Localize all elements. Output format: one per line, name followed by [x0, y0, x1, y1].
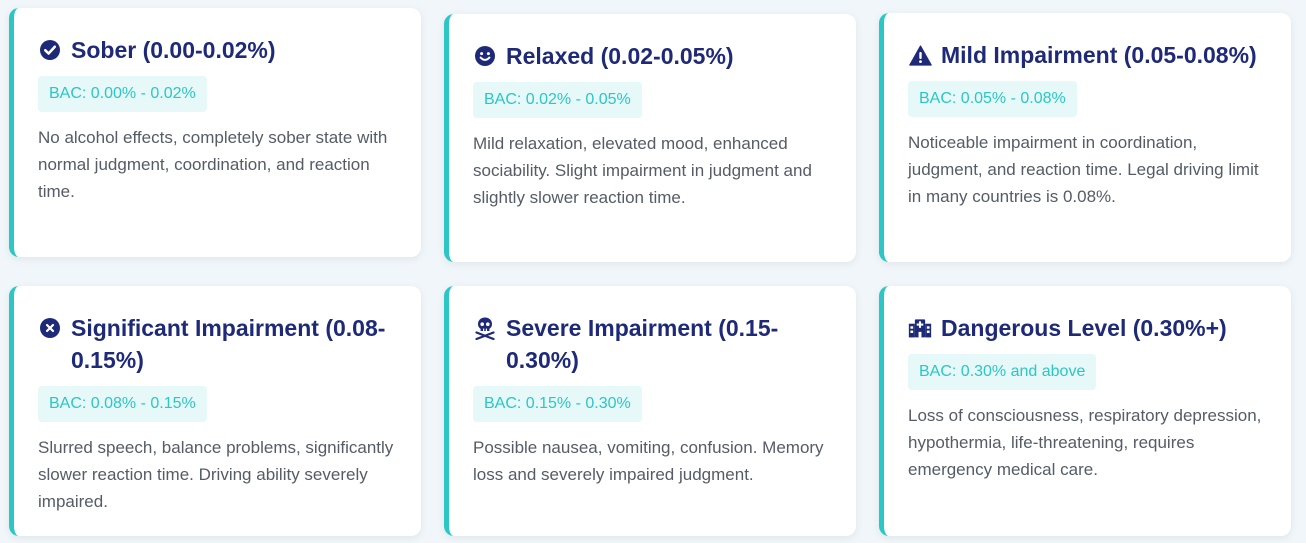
card-description: Mild relaxation, elevated mood, enhanced… — [473, 134, 812, 207]
card-title: Sober (0.00-0.02%) — [38, 34, 401, 66]
smile-icon — [473, 40, 497, 72]
card-title-text: Dangerous Level (0.30%+) — [941, 315, 1227, 341]
card-description: Noticeable impairment in coordination, j… — [908, 133, 1259, 206]
bac-level-card-significant-impairment: Significant Impairment (0.08-0.15%) BAC:… — [9, 286, 421, 536]
card-description: Possible nausea, vomiting, confusion. Me… — [473, 438, 824, 484]
bac-range-badge: BAC: 0.05% - 0.08% — [908, 81, 1077, 117]
bac-range-badge: BAC: 0.00% - 0.02% — [38, 76, 207, 112]
card-title: Mild Impairment (0.05-0.08%) — [908, 39, 1271, 71]
card-title: Relaxed (0.02-0.05%) — [473, 40, 836, 72]
card-title: Significant Impairment (0.08-0.15%) — [38, 312, 401, 376]
card-title-text: Relaxed (0.02-0.05%) — [506, 43, 734, 69]
skull-crossbones-icon — [473, 312, 497, 344]
check-circle-icon — [38, 34, 62, 66]
card-title-text: Mild Impairment (0.05-0.08%) — [941, 42, 1257, 68]
card-title-text: Significant Impairment (0.08-0.15%) — [71, 315, 386, 373]
bac-level-card-sober: Sober (0.00-0.02%) BAC: 0.00% - 0.02% No… — [9, 8, 421, 257]
x-circle-icon — [38, 312, 62, 344]
card-title-text: Sober (0.00-0.02%) — [71, 37, 276, 63]
bac-range-badge: BAC: 0.02% - 0.05% — [473, 82, 642, 118]
card-description: No alcohol effects, completely sober sta… — [38, 128, 388, 201]
card-description: Loss of consciousness, respiratory depre… — [908, 406, 1262, 479]
card-description: Slurred speech, balance problems, signif… — [38, 438, 394, 511]
bac-level-card-mild-impairment: Mild Impairment (0.05-0.08%) BAC: 0.05% … — [879, 13, 1291, 262]
bac-level-card-dangerous-level: Dangerous Level (0.30%+) BAC: 0.30% and … — [879, 286, 1291, 536]
hospital-icon — [908, 312, 932, 344]
bac-level-card-relaxed: Relaxed (0.02-0.05%) BAC: 0.02% - 0.05% … — [444, 14, 856, 262]
bac-range-badge: BAC: 0.30% and above — [908, 354, 1097, 390]
warning-icon — [908, 39, 932, 71]
bac-range-badge: BAC: 0.15% - 0.30% — [473, 386, 642, 422]
bac-level-card-severe-impairment: Severe Impairment (0.15-0.30%) BAC: 0.15… — [444, 286, 856, 536]
bac-range-badge: BAC: 0.08% - 0.15% — [38, 386, 207, 422]
card-title: Dangerous Level (0.30%+) — [908, 312, 1271, 344]
card-title: Severe Impairment (0.15-0.30%) — [473, 312, 836, 376]
card-title-text: Severe Impairment (0.15-0.30%) — [506, 315, 779, 373]
